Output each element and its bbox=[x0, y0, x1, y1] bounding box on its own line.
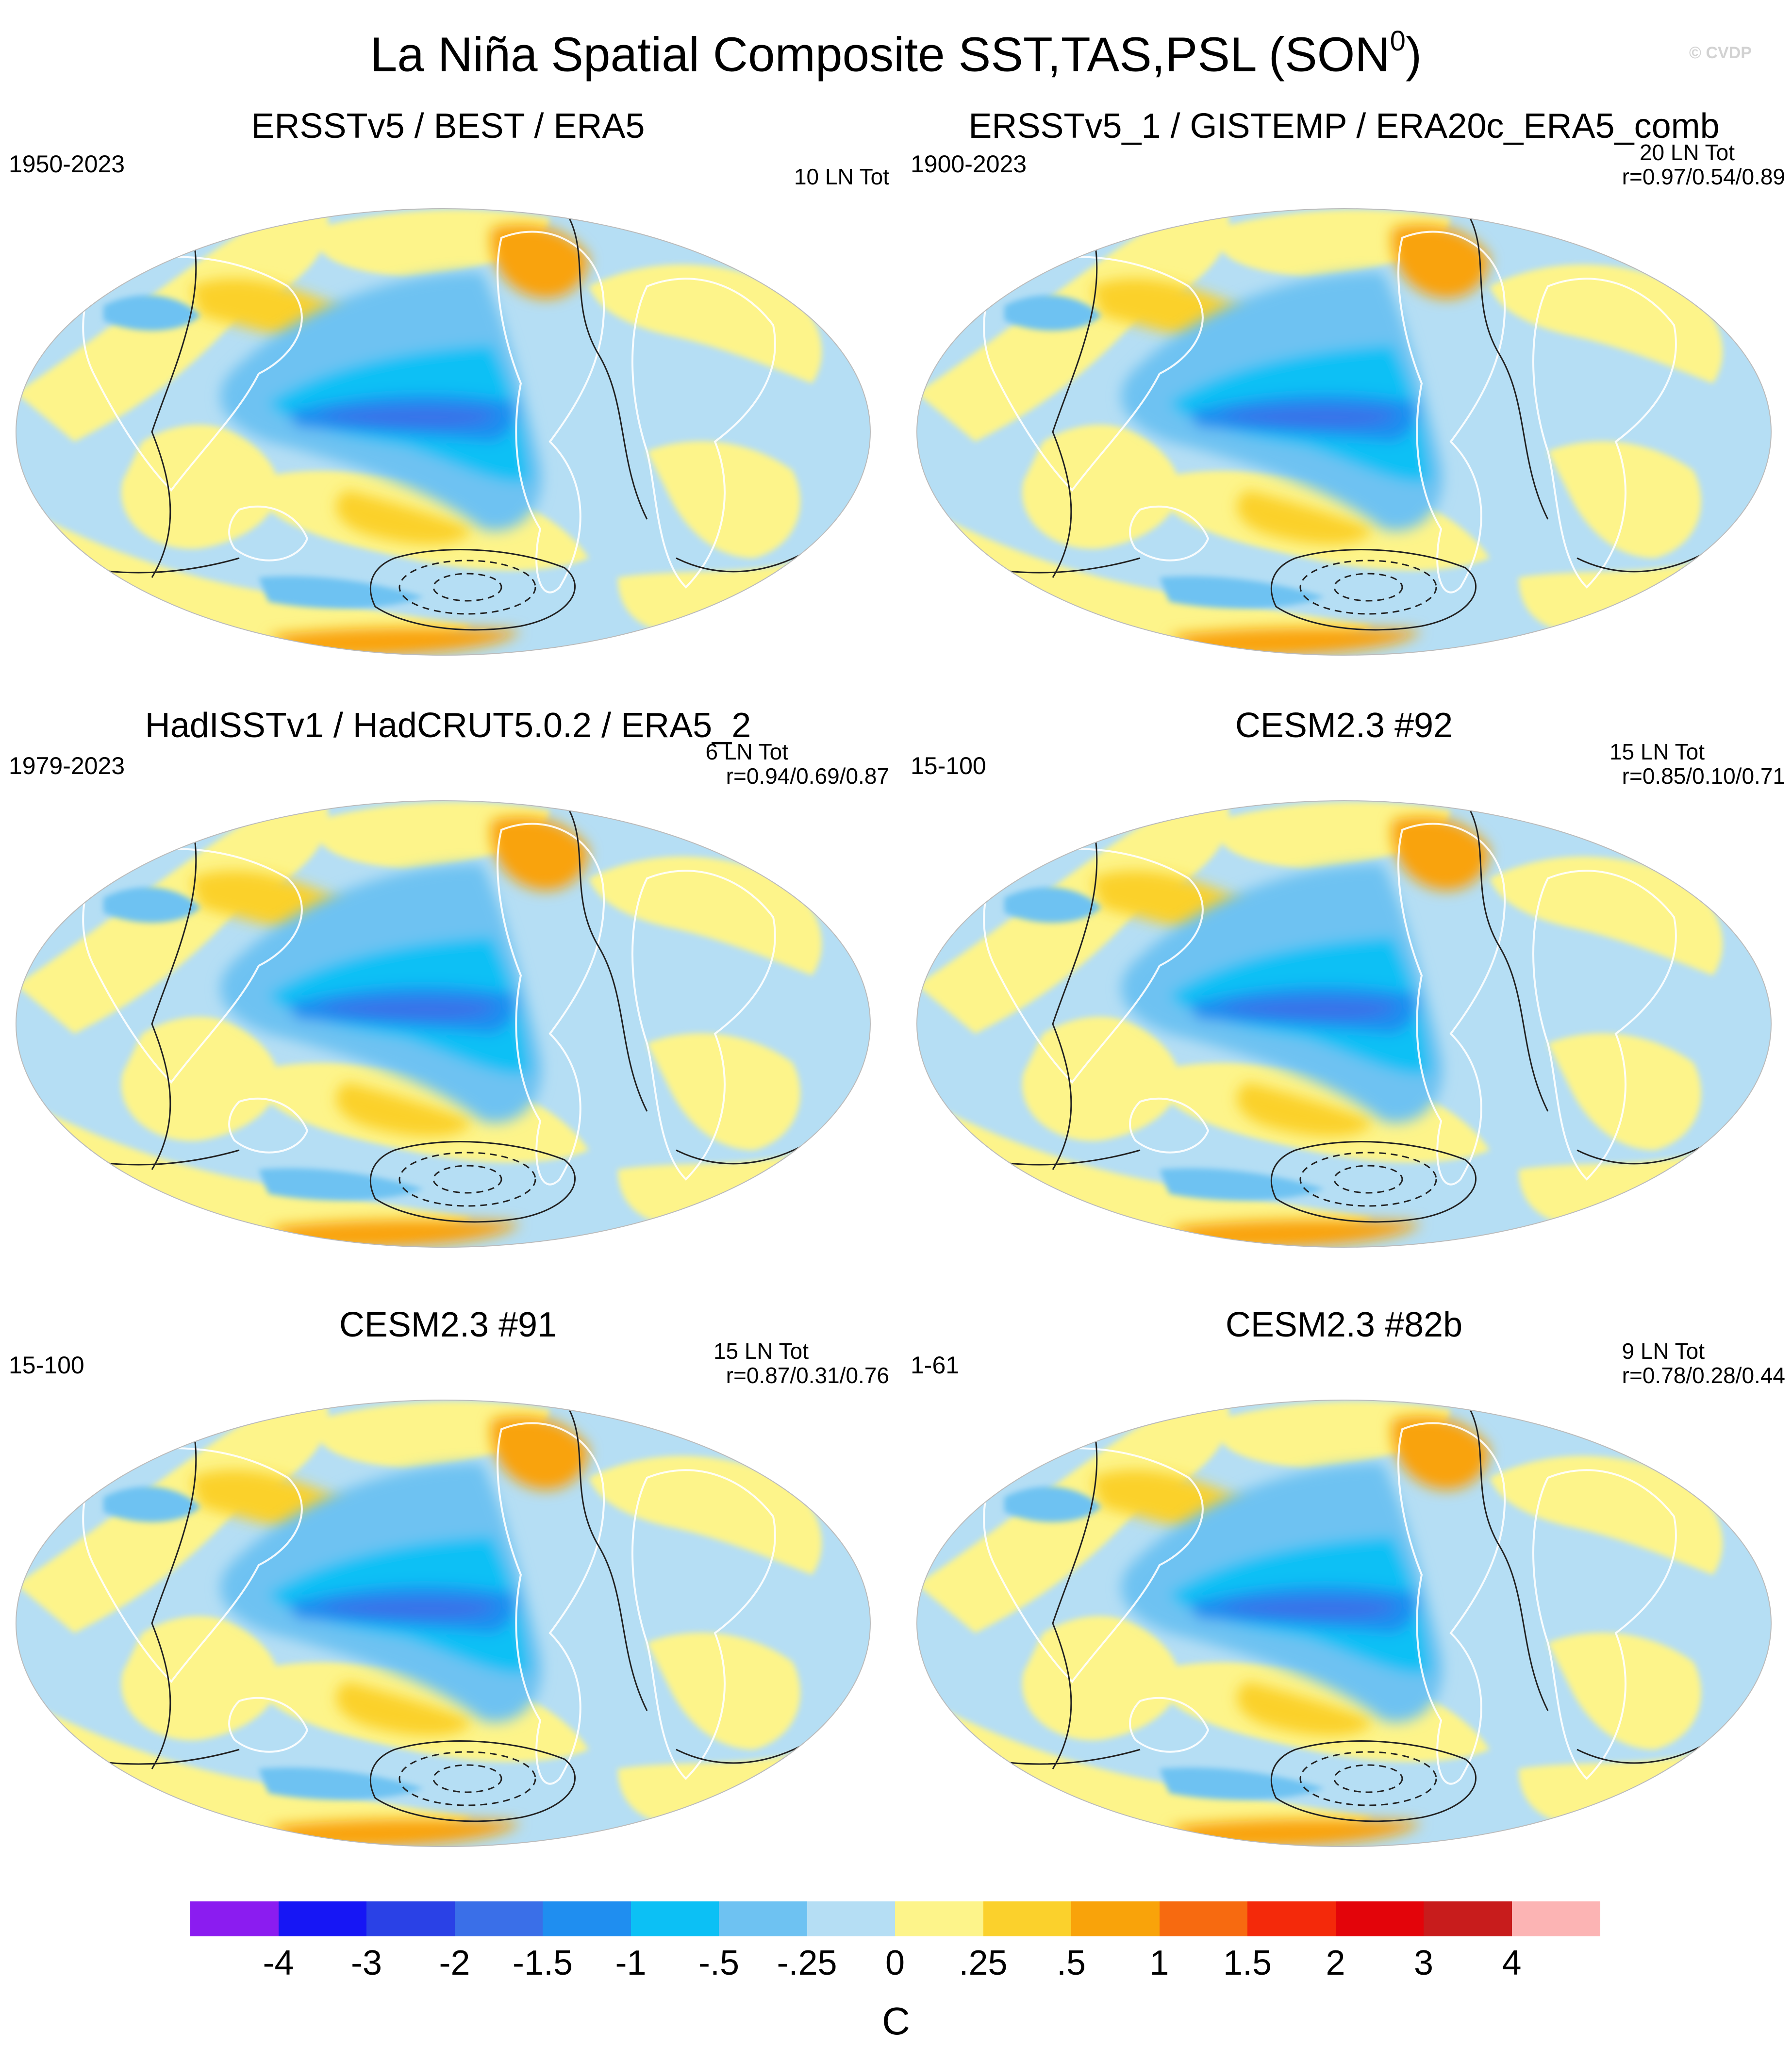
colorbar-box bbox=[366, 1901, 455, 1936]
panel-4: CESM2.3 #92 15-100 15 LN Tot r=0.85/0.10… bbox=[896, 706, 1792, 1308]
panel-2-map bbox=[916, 208, 1772, 656]
colorbar-box bbox=[1335, 1901, 1424, 1936]
colorbar-tick-label: -1 bbox=[615, 1944, 647, 1982]
colorbar-tick-label: -3 bbox=[350, 1944, 382, 1982]
panel-3-period: 1979-2023 bbox=[9, 752, 125, 779]
colorbar-tick-label: 2 bbox=[1326, 1944, 1345, 1982]
panel-1-map bbox=[16, 208, 871, 656]
panel-5-title: CESM2.3 #91 bbox=[339, 1305, 557, 1344]
panel-6-period: 1-61 bbox=[911, 1352, 960, 1379]
colorbar-tick-label: 1 bbox=[1149, 1944, 1169, 1982]
panel-2-corr: r=0.97/0.54/0.89 bbox=[1622, 164, 1785, 189]
panel-3-map bbox=[16, 800, 871, 1248]
colorbar-tick-label: 0 bbox=[885, 1944, 905, 1982]
colorbar-box bbox=[1511, 1901, 1600, 1936]
colorbar-tick-label: -.5 bbox=[698, 1944, 740, 1982]
panel-1: ERSSTv5 / BEST / ERA5 1950-2023 10 LN To… bbox=[0, 107, 896, 709]
panel-5-count: 15 LN Tot bbox=[713, 1338, 809, 1364]
panel-2-count: 20 LN Tot bbox=[1639, 140, 1735, 165]
colorbar-tick-label: .25 bbox=[959, 1944, 1008, 1982]
panel-6-corr: r=0.78/0.28/0.44 bbox=[1622, 1363, 1785, 1388]
colorbar-units: C bbox=[882, 1999, 910, 2043]
colorbar-box bbox=[1071, 1901, 1160, 1936]
panel-5-map bbox=[16, 1400, 871, 1847]
panel-6-count: 9 LN Tot bbox=[1622, 1338, 1705, 1364]
colorbar-box bbox=[1247, 1901, 1336, 1936]
panel-4-period: 15-100 bbox=[911, 752, 986, 779]
colorbar-box bbox=[983, 1901, 1072, 1936]
colorbar-tick-label: 1.5 bbox=[1223, 1944, 1272, 1982]
panel-3-count: 6 LN Tot bbox=[705, 739, 788, 764]
colorbar-tick-label: 4 bbox=[1502, 1944, 1522, 1982]
colorbar-box bbox=[1159, 1901, 1248, 1936]
colorbar-tick-label: -1.5 bbox=[512, 1944, 573, 1982]
colorbar-box bbox=[278, 1901, 367, 1936]
colorbar-box bbox=[543, 1901, 631, 1936]
colorbar-box bbox=[190, 1901, 279, 1936]
colorbar-box bbox=[719, 1901, 807, 1936]
panel-2-period: 1900-2023 bbox=[911, 150, 1027, 178]
panel-2-title: ERSSTv5_1 / GISTEMP / ERA20c_ERA5_comb bbox=[968, 107, 1720, 146]
panel-5-period: 15-100 bbox=[9, 1352, 84, 1379]
colorbar-box bbox=[454, 1901, 543, 1936]
figure-title-suffix: ) bbox=[1405, 27, 1422, 82]
panel-4-count: 15 LN Tot bbox=[1609, 739, 1705, 764]
panel-3-corr: r=0.94/0.69/0.87 bbox=[726, 763, 889, 789]
panel-2: ERSSTv5_1 / GISTEMP / ERA20c_ERA5_comb 1… bbox=[896, 107, 1792, 709]
figure-title: La Niña Spatial Composite SST,TAS,PSL (S… bbox=[0, 18, 1792, 81]
colorbar-box bbox=[895, 1901, 983, 1936]
figure-title-superscript: 0 bbox=[1390, 25, 1406, 57]
colorbar-tick-label: -2 bbox=[439, 1944, 470, 1982]
panel-6-map bbox=[916, 1400, 1772, 1847]
panel-3: HadISSTv1 / HadCRUT5.0.2 / ERA5_2 1979-2… bbox=[0, 706, 896, 1308]
panel-5-corr: r=0.87/0.31/0.76 bbox=[726, 1363, 889, 1388]
panel-4-corr: r=0.85/0.10/0.71 bbox=[1622, 763, 1785, 789]
panel-5: CESM2.3 #91 15-100 15 LN Tot r=0.87/0.31… bbox=[0, 1305, 896, 1907]
colorbar-box bbox=[807, 1901, 896, 1936]
panel-1-period: 1950-2023 bbox=[9, 150, 125, 178]
colorbar-tick-label: -4 bbox=[263, 1944, 294, 1982]
colorbar-tick-label: -.25 bbox=[777, 1944, 837, 1982]
colorbar bbox=[190, 1901, 1600, 1936]
colorbar-tick-label: 3 bbox=[1413, 1944, 1434, 1982]
panel-4-map bbox=[916, 800, 1772, 1248]
colorbar-box bbox=[631, 1901, 719, 1936]
watermark: © CVDP bbox=[1689, 44, 1752, 62]
panel-6: CESM2.3 #82b 1-61 9 LN Tot r=0.78/0.28/0… bbox=[896, 1305, 1792, 1907]
colorbar-tick-label: .5 bbox=[1056, 1944, 1086, 1982]
panel-1-count: 10 LN Tot bbox=[794, 164, 889, 189]
panel-1-title: ERSSTv5 / BEST / ERA5 bbox=[251, 107, 645, 146]
colorbar-box bbox=[1424, 1901, 1512, 1936]
figure-title-text: La Niña Spatial Composite SST,TAS,PSL (S… bbox=[370, 27, 1390, 82]
panel-4-title: CESM2.3 #92 bbox=[1235, 706, 1453, 745]
panel-3-title: HadISSTv1 / HadCRUT5.0.2 / ERA5_2 bbox=[145, 706, 751, 745]
panel-6-title: CESM2.3 #82b bbox=[1225, 1305, 1463, 1344]
